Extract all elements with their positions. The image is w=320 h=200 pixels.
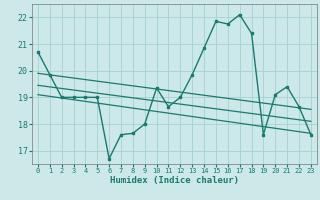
X-axis label: Humidex (Indice chaleur): Humidex (Indice chaleur) — [110, 176, 239, 185]
